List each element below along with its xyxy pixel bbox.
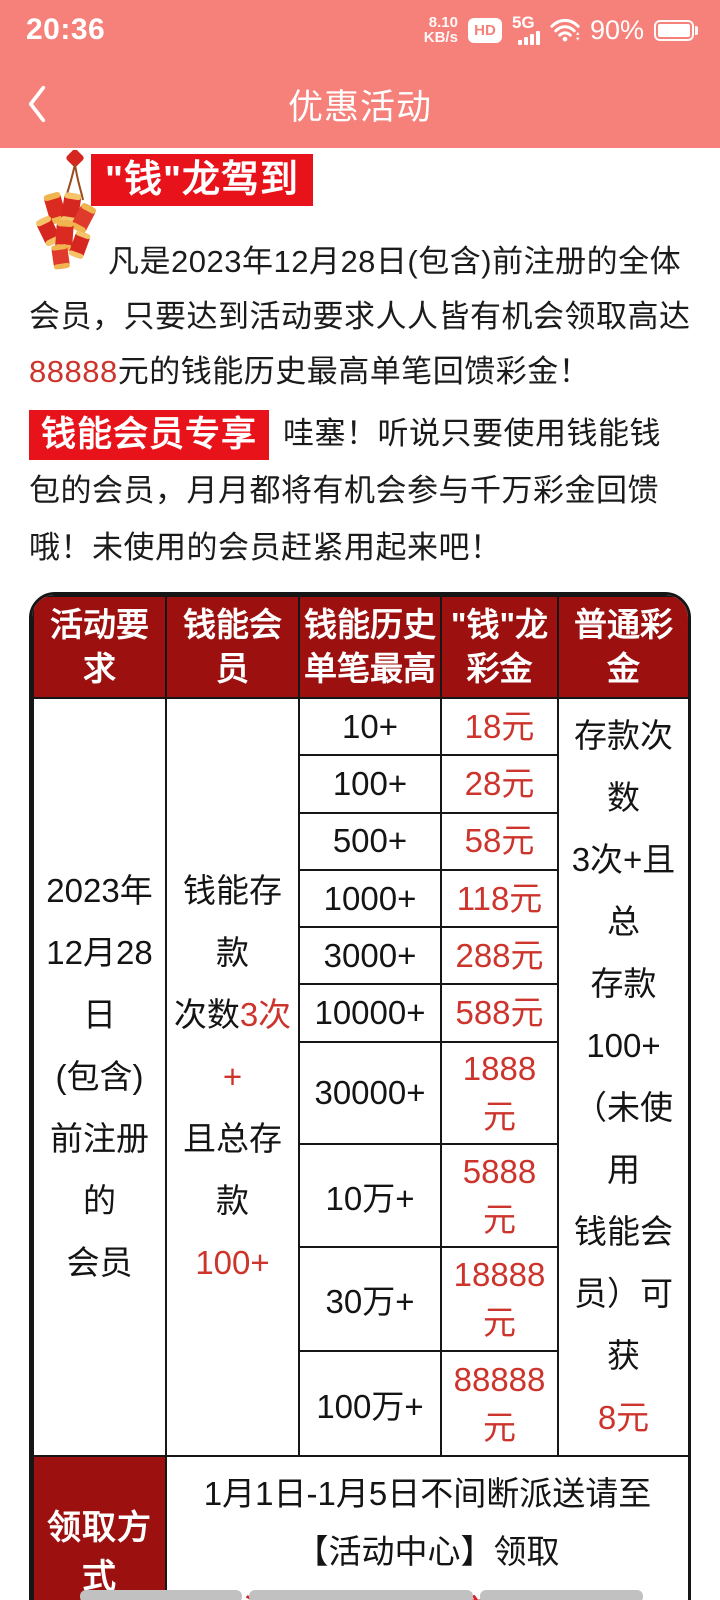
col-header-member: 钱能会员: [165, 595, 300, 699]
bottom-button-bar: [80, 1590, 643, 1600]
tier-row: 100+ 28元: [33, 754, 688, 814]
promo-header: "钱"龙驾到: [29, 150, 691, 270]
claim-method-row: 领取方式 1月1日-1月5日不间断派送请至【活动中心】领取 注：1月7日23:5…: [32, 1455, 688, 1600]
normal-bonus-cell: 存款次数 3次+且总 存款100+ （未使用 钱能会 员）可获 8元: [557, 697, 688, 1457]
hd-icon: HD: [467, 17, 502, 43]
back-button[interactable]: [24, 76, 72, 132]
tier-row: 10000+ 588元: [33, 983, 688, 1043]
deposit-cell: 30000+: [298, 1040, 442, 1146]
tier-row: 30000+ 1888元: [33, 1040, 688, 1146]
intro-paragraph: 凡是2023年12月28日(包含)前注册的全体会员，只要达到活动要求人人皆有机会…: [29, 244, 691, 389]
battery-percent: 90%: [589, 14, 644, 45]
member-paragraph: 钱能会员专享 哇塞！听说只要使用钱能钱包的会员，月月都将有机会参与千万彩金回馈哦！…: [29, 405, 691, 576]
bonus-cell: 18888元: [440, 1245, 559, 1353]
page-title: 优惠活动: [287, 87, 432, 127]
col-header-normal-bonus: 普通彩金: [557, 595, 688, 699]
bonus-cell: 28元: [440, 754, 559, 814]
col-header-dragon-bonus: "钱"龙 彩金: [440, 595, 559, 699]
dragon-promo-badge: "钱"龙驾到: [91, 154, 314, 206]
promo-content: "钱"龙驾到 凡是2023年12月28日(包含)前注册的全体会员，只要达到活动要…: [0, 150, 720, 1600]
deposit-cell: 30万+: [298, 1245, 442, 1353]
network-type-label: 5G: [511, 13, 535, 32]
deposit-cell: 100+: [298, 754, 442, 814]
wifi-icon: [550, 18, 580, 42]
deposit-cell: 3000+: [298, 926, 442, 986]
tier-row: 1000+ 118元: [33, 868, 688, 929]
status-indicators: 8.10 KB/s HD 5G 90%: [424, 13, 698, 46]
bonus-cell: 18元: [440, 696, 559, 757]
bottom-button-placeholder-1[interactable]: [80, 1590, 242, 1600]
highlight-amount: 88888: [29, 354, 118, 389]
member-condition-cell: 钱能存款 次数3次+ 且总存款 100+: [165, 697, 300, 1457]
tier-row: 2023年 12月28日 (包含) 前注册的 会员 钱能存款 次数3次+ 且总存款 10…: [32, 696, 688, 1457]
bonus-cell: 588元: [440, 983, 559, 1043]
firecracker-icon: [36, 150, 97, 270]
tier-row: 10万+ 5888元: [33, 1143, 688, 1248]
network-speed-value: 8.10: [428, 14, 458, 31]
table-header-row: 活动要求 钱能会员 钱能历史 单笔最高 "钱"龙 彩金 普通彩金: [32, 595, 688, 699]
claim-method-cell: 1月1日-1月5日不间断派送请至【活动中心】领取 注：1月7日23:59前领取有…: [165, 1455, 688, 1600]
deposit-cell: 1000+: [298, 868, 442, 929]
bonus-cell: 88888元: [440, 1350, 559, 1457]
network-speed-indicator: 8.10 KB/s: [424, 15, 458, 45]
signal-bars-icon: [517, 31, 540, 45]
deposit-cell: 500+: [298, 811, 442, 871]
bonus-cell: 5888元: [440, 1143, 559, 1248]
claim-method-label: 领取方式: [32, 1455, 167, 1600]
col-header-history-max: 钱能历史 单笔最高: [298, 595, 442, 699]
status-bar: 20:36 8.10 KB/s HD 5G 90%: [0, 0, 720, 60]
col-header-requirement: 活动要求: [32, 595, 167, 699]
network-speed-unit: KB/s: [423, 29, 458, 46]
cellular-signal-icon: 5G: [511, 13, 540, 45]
promo-table: 活动要求 钱能会员 钱能历史 单笔最高 "钱"龙 彩金 普通彩金 2023年 12月2…: [29, 592, 691, 1600]
claim-method-text: 1月1日-1月5日不间断派送请至【活动中心】领取: [203, 1475, 652, 1570]
bonus-cell: 58元: [440, 811, 559, 871]
deposit-cell: 10000+: [298, 983, 442, 1043]
bonus-cell: 288元: [440, 926, 559, 986]
tier-row: 3000+ 288元: [33, 926, 688, 986]
requirement-cell: 2023年 12月28日 (包含) 前注册的 会员: [32, 697, 167, 1457]
deposit-cell: 10+: [298, 696, 442, 757]
bottom-button-placeholder-3[interactable]: [480, 1590, 643, 1600]
clock-time: 20:36: [26, 13, 106, 46]
back-chevron-icon: [28, 85, 46, 123]
battery-icon: [654, 19, 698, 41]
tier-row: 100万+ 88888元: [33, 1350, 688, 1457]
bottom-button-placeholder-2[interactable]: [249, 1590, 473, 1600]
tier-row: 30万+ 18888元: [33, 1245, 688, 1353]
member-promo-badge: 钱能会员专享: [29, 410, 270, 460]
bonus-cell: 1888元: [440, 1040, 559, 1146]
deposit-cell: 10万+: [298, 1143, 442, 1248]
deposit-cell: 100万+: [298, 1350, 442, 1457]
tier-row: 500+ 58元: [33, 811, 688, 871]
bonus-cell: 118元: [440, 868, 559, 929]
nav-bar: 优惠活动: [0, 60, 720, 148]
